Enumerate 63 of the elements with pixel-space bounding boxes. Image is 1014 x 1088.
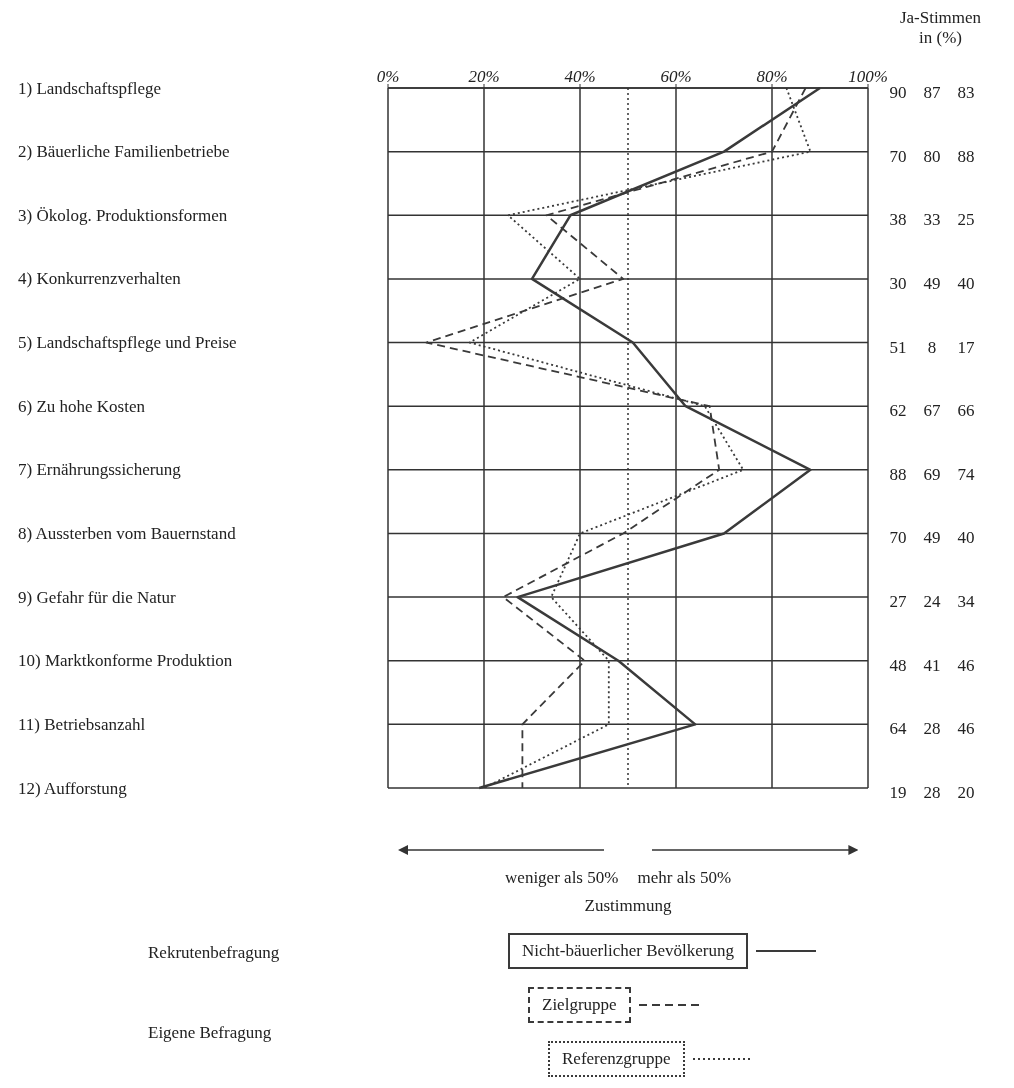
y-tick-label: 2) Bäuerliche Familienbetriebe (18, 142, 230, 162)
y-tick-label: 6) Zu hohe Kosten (18, 396, 146, 416)
x2-tick-label: 100% (848, 67, 888, 86)
x2-tick-label: 80% (756, 67, 788, 86)
data-label: 46 (957, 655, 975, 675)
data-label: 70 (889, 146, 907, 166)
data-label: 27 (889, 592, 907, 612)
data-label: 46 (957, 719, 975, 739)
y-tick-label: 9) Gefahr für die Natur (18, 587, 176, 607)
data-label: 8 (927, 337, 937, 357)
data-label: 30 (889, 273, 907, 293)
data-label: 88 (889, 464, 907, 484)
legend-label: Referenzgruppe (548, 1041, 685, 1077)
data-label: 17 (957, 337, 975, 357)
data-label: 49 (923, 528, 941, 548)
legend-label: Nicht-bäuerlicher Bevölkerung (508, 933, 748, 969)
data-label: 40 (957, 273, 975, 293)
y-tick-label: 1) Landschaftspflege (18, 78, 162, 98)
text: Ja-Stimmen in (%) (898, 8, 983, 48)
data-label: 40 (957, 528, 975, 548)
data-label: 67 (923, 401, 941, 421)
y-tick-label: 3) Ökolog. Produktionsformen (18, 205, 228, 225)
y-tick-label: 10) Marktkonforme Produktion (18, 651, 233, 671)
data-label: 74 (957, 464, 975, 484)
x2-tick-label: 0% (376, 67, 400, 86)
y-tick-label: 4) Konkurrenzverhalten (18, 269, 182, 289)
text: mehr als 50% (637, 868, 732, 888)
data-label: 90 (889, 83, 907, 102)
data-label: 41 (923, 655, 941, 675)
y-tick-label: 12) Aufforstung (18, 778, 128, 798)
data-label: 49 (923, 273, 941, 293)
y-tick-label: 5) Landschaftspflege und Preise (18, 333, 237, 353)
data-label: 88 (957, 146, 975, 166)
text: Rekrutenbefragung (148, 943, 280, 963)
data-label: 48 (889, 655, 907, 675)
data-label: 51 (889, 337, 907, 357)
y-tick-label: 8) Aussterben vom Bauernstand (18, 523, 237, 543)
y-tick-label: 11) Betriebsanzahl (18, 714, 146, 734)
data-label: 34 (957, 592, 975, 612)
text: weniger als 50% (504, 868, 619, 888)
legend-label: Zielgruppe (528, 987, 631, 1023)
x2-tick-label: 60% (660, 67, 692, 86)
data-label: 70 (889, 528, 907, 548)
data-label: 64 (889, 719, 907, 739)
y-tick-label: 7) Ernährungssicherung (18, 460, 182, 480)
data-label: 83 (957, 83, 975, 102)
x2-tick-label: 40% (564, 67, 596, 86)
data-label: 25 (957, 210, 975, 230)
data-label: 62 (889, 401, 907, 421)
data-label: 28 (923, 783, 941, 802)
text: Zustimmung (583, 896, 673, 916)
data-label: 66 (957, 401, 975, 421)
data-label: 19 (889, 783, 907, 802)
data-label: 28 (923, 719, 941, 739)
x2-tick-label: 20% (468, 67, 500, 86)
data-label: 24 (923, 592, 941, 612)
data-label: 20 (957, 783, 975, 802)
data-label: 69 (923, 464, 941, 484)
data-label: 38 (889, 210, 907, 230)
data-label: 33 (923, 210, 941, 230)
text: Eigene Befragung (148, 1023, 272, 1043)
data-label: 80 (923, 146, 941, 166)
data-label: 87 (923, 83, 941, 102)
